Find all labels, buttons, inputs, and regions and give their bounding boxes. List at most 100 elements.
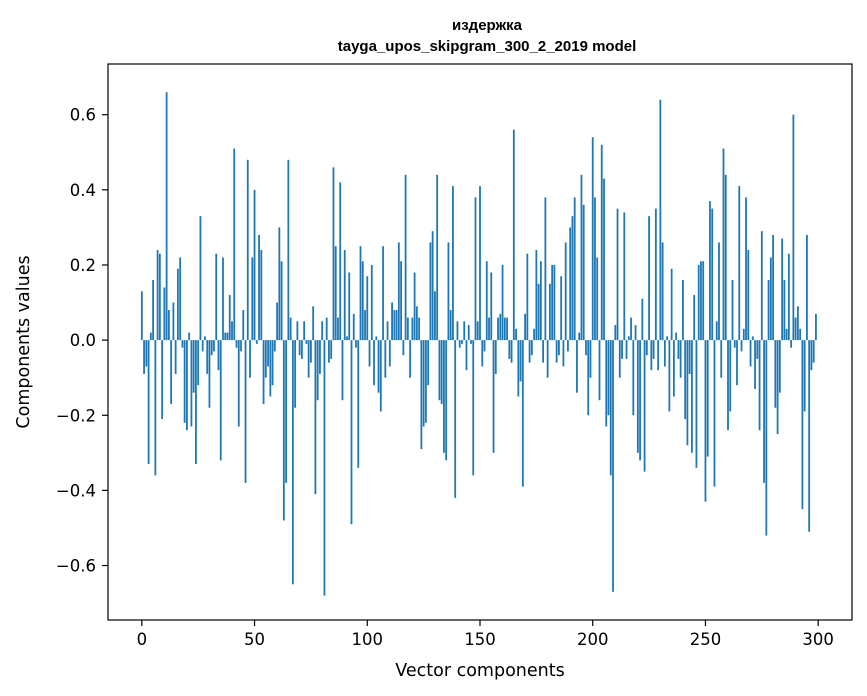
bar-40 [231,321,233,341]
bar-220 [636,340,639,453]
bar-158 [497,317,499,341]
bar-46 [244,340,247,483]
bar-191 [571,216,574,341]
bar-140 [456,321,459,341]
bar-145 [467,325,470,341]
bar-54 [262,340,265,404]
bar-74 [307,340,310,378]
bar-163 [508,340,511,359]
bar-159 [499,313,502,341]
bar-266 [740,340,743,352]
bar-146 [470,340,472,344]
bar-237 [675,332,678,341]
bar-261 [729,340,732,412]
bar-236 [672,340,675,397]
bar-84 [330,340,333,359]
bar-196 [582,204,585,341]
bar-166 [515,328,517,341]
bar-249 [702,261,705,341]
bar-285 [783,280,786,341]
bar-147 [472,340,475,476]
bar-228 [654,208,657,341]
bar-204 [600,144,603,341]
x-tick-label: 0 [137,630,148,649]
bar-100 [366,276,369,341]
bar-241 [684,340,687,420]
bar-136 [447,242,450,341]
bar-292 [799,328,802,341]
bar-248 [700,261,702,341]
bar-13 [170,340,173,404]
bar-218 [632,340,635,416]
bar-133 [440,340,443,404]
bar-41 [233,148,236,341]
bar-278 [767,280,770,341]
bar-5 [152,280,154,341]
bar-6 [154,340,157,476]
bar-111 [391,302,393,341]
bar-50 [253,189,256,341]
bar-64 [285,340,288,483]
bar-14 [172,302,175,341]
bar-171 [526,253,529,341]
bar-223 [643,340,646,472]
bar-61 [278,227,281,341]
bar-255 [715,321,718,341]
bar-179 [544,197,547,341]
bar-43 [237,340,240,427]
x-tick-label: 50 [244,630,265,649]
bar-268 [745,197,747,341]
bar-7 [156,249,159,341]
bar-205 [603,178,605,341]
bar-121 [413,272,416,341]
bar-256 [718,242,720,341]
bar-209 [612,340,614,592]
bar-34 [217,340,220,371]
bar-22 [190,340,193,427]
bar-25 [197,340,200,386]
bar-137 [449,310,452,341]
bars [140,92,817,596]
bar-10 [163,287,166,341]
bar-245 [693,295,696,341]
bar-127 [427,340,430,386]
bar-117 [404,174,407,341]
bar-102 [370,264,373,341]
bar-233 [666,336,669,341]
bar-240 [682,280,684,341]
bar-264 [736,340,738,386]
bar-113 [395,310,398,341]
bar-89 [341,340,344,401]
bar-195 [580,174,583,341]
bar-115 [400,261,402,341]
chart-subtitle: tayga_upos_skipgram_300_2_2019 model [338,38,637,55]
bar-143 [463,321,466,341]
bar-108 [384,340,387,378]
bar-9 [161,340,164,420]
bar-96 [357,340,360,468]
bar-211 [616,208,619,341]
bar-154 [488,317,490,341]
bar-42 [235,340,238,348]
bar-190 [569,227,572,341]
bar-265 [738,186,741,341]
bar-263 [733,340,736,348]
bar-197 [585,340,587,356]
bar-11 [165,92,168,341]
bar-257 [720,340,723,378]
bar-231 [661,242,664,341]
bar-49 [251,257,254,341]
bar-122 [415,306,418,341]
bar-244 [691,340,693,453]
bar-116 [402,340,405,356]
bar-86 [334,246,337,341]
bar-262 [731,280,734,341]
y-axis-label: Components values [14,255,34,428]
bar-63 [282,340,285,521]
bar-16 [176,268,179,341]
bar-2 [145,340,148,367]
bar-95 [355,340,357,348]
bar-230 [659,99,662,341]
bar-17 [179,257,182,341]
